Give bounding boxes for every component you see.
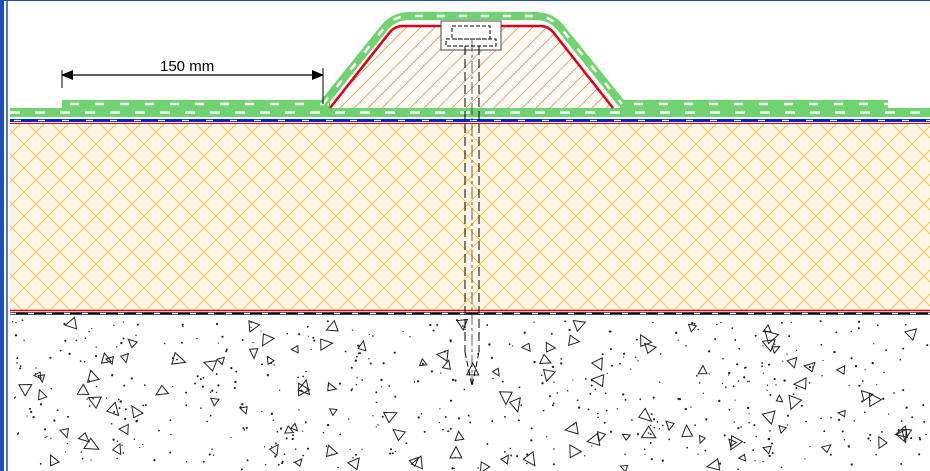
concrete-aggregate [11,316,929,471]
timber-batten [330,26,613,108]
screw-tip [464,351,480,387]
membrane-base-strip [10,108,930,117]
dimension-label: 150 mm [160,58,214,75]
insulation-layer [10,124,930,310]
fastener-plate [445,38,497,47]
membrane-overlap-right [620,100,888,108]
membrane-cover-hump [319,12,626,107]
